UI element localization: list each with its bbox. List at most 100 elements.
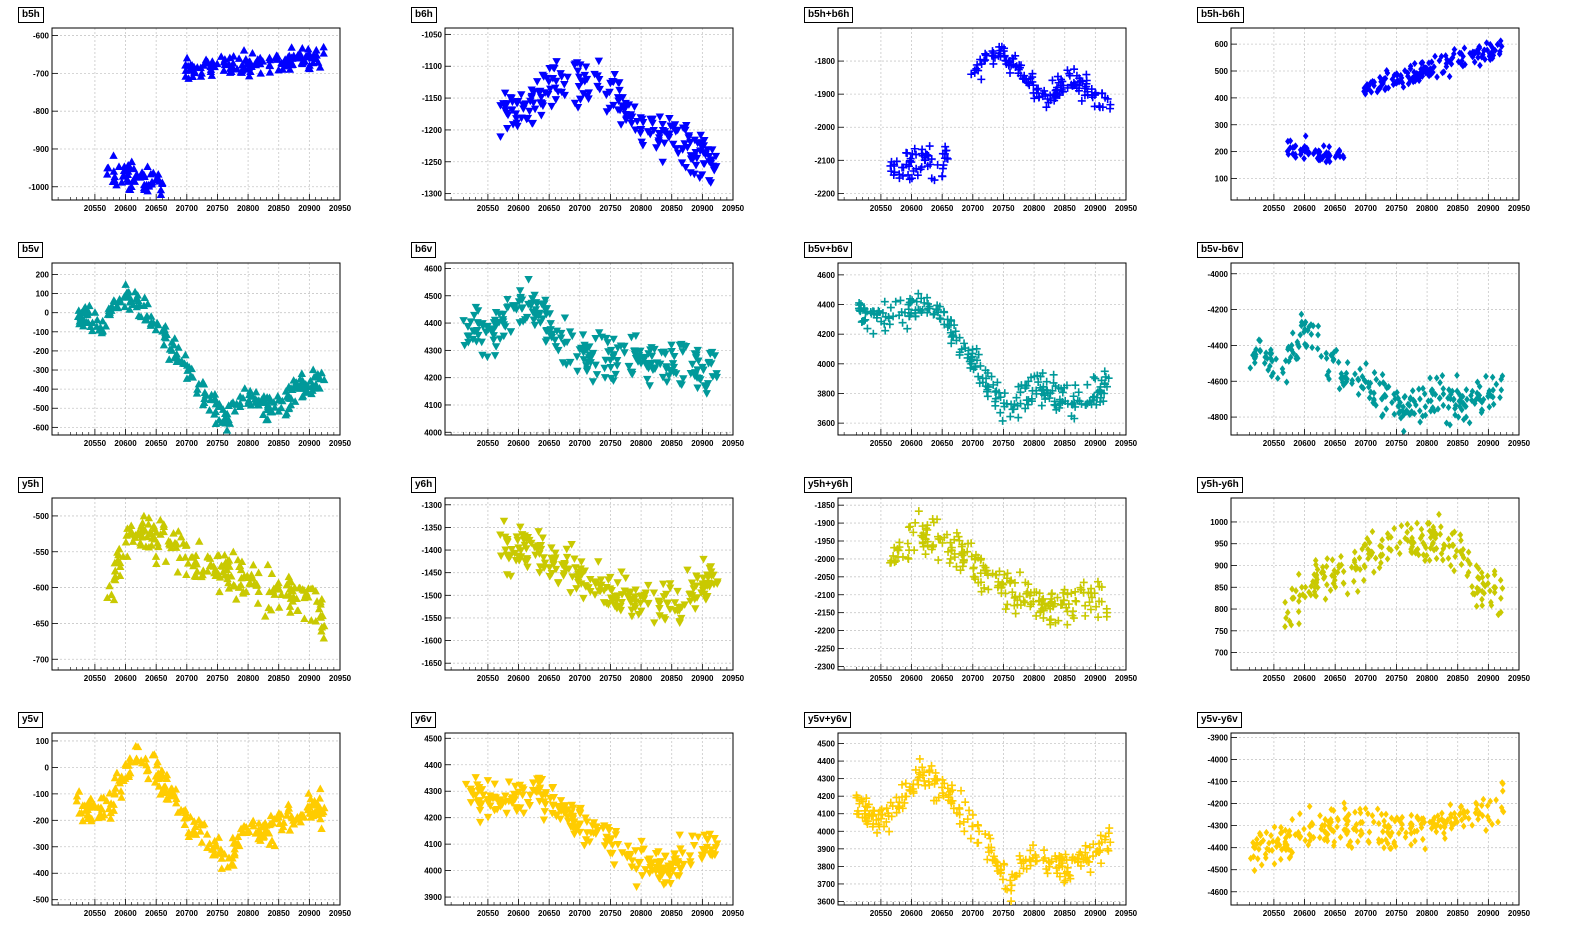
scatter-series xyxy=(496,517,722,628)
data-point xyxy=(549,561,558,569)
chart-title: y5h xyxy=(18,477,44,493)
data-point xyxy=(1332,583,1339,591)
data-point xyxy=(610,70,619,79)
data-point xyxy=(308,365,318,374)
y-tick-label: 400 xyxy=(1215,94,1229,103)
data-point xyxy=(880,319,889,328)
data-point xyxy=(1446,542,1453,550)
data-point xyxy=(666,584,675,593)
data-point xyxy=(1451,567,1457,575)
data-point xyxy=(1304,144,1310,152)
data-point xyxy=(655,113,665,122)
data-point xyxy=(1399,407,1406,415)
data-point xyxy=(1467,560,1473,568)
data-point xyxy=(1268,349,1275,358)
data-point xyxy=(1035,597,1044,606)
data-point xyxy=(562,553,572,562)
data-point xyxy=(696,131,705,140)
data-point xyxy=(519,105,528,113)
data-point xyxy=(1011,871,1020,880)
y-tick-label: -1250 xyxy=(422,158,443,167)
data-point xyxy=(604,827,614,835)
data-point xyxy=(1406,409,1412,417)
data-point xyxy=(711,844,721,852)
data-point xyxy=(995,567,1004,576)
data-point xyxy=(483,777,493,785)
data-point xyxy=(224,853,234,862)
data-point xyxy=(998,875,1007,884)
data-point xyxy=(1034,378,1043,387)
data-point xyxy=(127,157,136,166)
x-tick-label: 20850 xyxy=(661,909,684,918)
data-point xyxy=(980,583,989,592)
data-point xyxy=(288,60,298,68)
data-point xyxy=(1091,374,1100,383)
data-point xyxy=(1483,372,1489,380)
data-point xyxy=(1389,398,1395,407)
data-point xyxy=(688,360,697,369)
data-point xyxy=(558,359,568,367)
y-tick-label: 200 xyxy=(1215,148,1229,157)
data-point xyxy=(677,614,686,623)
data-point xyxy=(131,741,140,750)
data-point xyxy=(524,276,533,284)
data-point xyxy=(202,391,211,399)
data-point xyxy=(1431,407,1438,415)
data-point xyxy=(1432,52,1438,60)
data-point xyxy=(931,768,940,777)
data-point xyxy=(156,515,165,524)
x-tick-label: 20900 xyxy=(1084,204,1107,213)
data-point xyxy=(1456,390,1463,399)
data-point xyxy=(552,58,561,66)
data-point xyxy=(319,375,329,384)
data-point xyxy=(609,335,618,344)
data-point xyxy=(1431,63,1437,71)
y-tick-label: -1550 xyxy=(422,614,443,623)
data-point xyxy=(146,169,156,178)
data-point xyxy=(1489,54,1496,62)
data-point xyxy=(892,793,901,802)
data-point xyxy=(1007,897,1016,905)
data-point xyxy=(235,841,244,850)
x-tick-label: 20800 xyxy=(1023,204,1046,213)
data-point xyxy=(1019,864,1028,873)
data-point xyxy=(191,557,200,565)
data-point xyxy=(1382,392,1389,400)
x-tick-label: 20800 xyxy=(237,909,260,918)
data-point xyxy=(523,799,533,807)
data-point xyxy=(566,822,575,831)
data-point xyxy=(679,860,688,869)
scatter-series xyxy=(1247,779,1507,875)
data-point xyxy=(105,308,115,316)
x-tick-label: 20600 xyxy=(507,439,530,448)
data-point xyxy=(1426,556,1433,564)
data-point xyxy=(1069,78,1078,87)
data-point xyxy=(1484,572,1491,580)
y-tick-label: 4200 xyxy=(424,814,442,823)
data-point xyxy=(974,372,983,381)
data-point xyxy=(575,821,584,829)
y-tick-label: -100 xyxy=(33,790,50,799)
data-point xyxy=(670,599,680,607)
data-point xyxy=(664,133,674,142)
data-point xyxy=(594,57,604,66)
data-point xyxy=(600,364,609,373)
data-point xyxy=(230,406,240,415)
data-point xyxy=(249,560,258,569)
data-point xyxy=(1365,554,1371,563)
data-point xyxy=(1496,50,1503,58)
data-point xyxy=(245,71,254,80)
data-point xyxy=(903,324,912,333)
data-point xyxy=(285,65,295,73)
data-point xyxy=(490,780,499,789)
y-tick-label: -500 xyxy=(33,896,50,905)
data-point xyxy=(1456,397,1463,405)
data-point xyxy=(1047,857,1056,866)
data-point xyxy=(1479,573,1486,581)
data-point xyxy=(78,816,88,825)
data-point xyxy=(229,839,238,847)
data-point xyxy=(282,591,291,599)
data-point xyxy=(115,544,124,553)
data-point xyxy=(554,579,563,587)
data-point xyxy=(996,393,1005,402)
